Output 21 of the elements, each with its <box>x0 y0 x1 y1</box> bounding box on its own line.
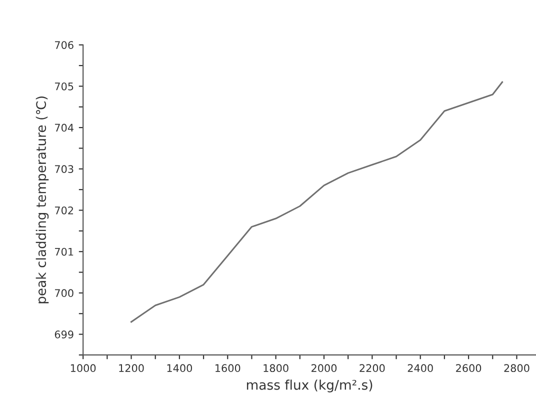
y-tick-label: 701 <box>55 248 74 256</box>
x-tick-label: 2800 <box>504 364 530 372</box>
x-tick-label: 1600 <box>216 364 240 372</box>
x-tick-label: 1800 <box>264 364 288 372</box>
y-tick-label: 703 <box>55 165 74 174</box>
x-tick-label: 1400 <box>167 364 192 372</box>
y-tick-label: 706 <box>55 41 74 49</box>
x-tick-label: 2200 <box>360 364 385 372</box>
x-tick-label: 1200 <box>119 364 144 372</box>
y-tick-label: 704 <box>55 124 74 132</box>
y-tick-label: 700 <box>55 289 74 298</box>
y-axis-title: peak cladding temperature (℃) <box>36 96 49 304</box>
x-tick-label: 2400 <box>408 364 433 372</box>
x-axis-title: mass flux (kg/m².s) <box>246 380 372 392</box>
x-tick-label: 1000 <box>70 364 96 372</box>
y-tick-label: 702 <box>55 206 74 214</box>
x-tick-label: 2000 <box>312 364 337 372</box>
x-tick-label: 2600 <box>456 364 482 372</box>
y-tick-label: 699 <box>54 330 74 338</box>
y-tick-label: 705 <box>55 82 74 90</box>
line-series <box>130 81 504 323</box>
